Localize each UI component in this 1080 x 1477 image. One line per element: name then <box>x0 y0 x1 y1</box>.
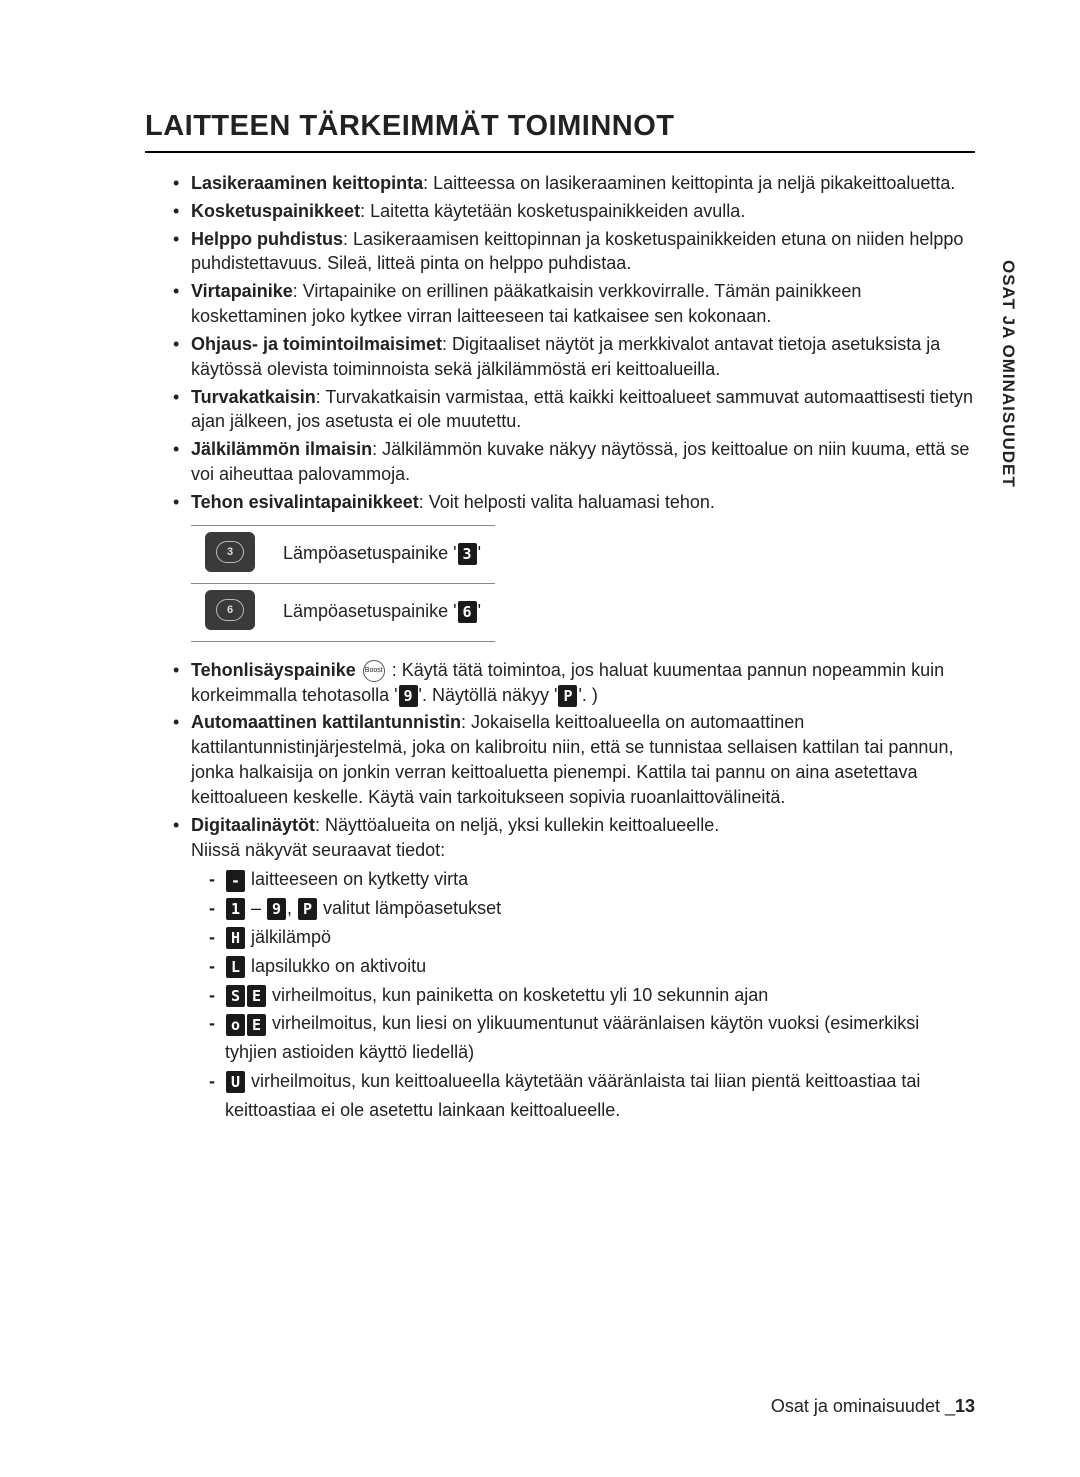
feature-list-2: Tehonlisäyspainike Boost : Käytä tätä to… <box>145 658 975 863</box>
heat-button-icon: 6 <box>205 590 255 630</box>
feature-item: Helppo puhdistus: Lasikeraamisen keittop… <box>173 227 975 277</box>
feature-item: Kosketuspainikkeet: Laitetta käytetään k… <box>173 199 975 224</box>
segment-display-icon: L <box>226 956 245 978</box>
feature-item: Lasikeraaminen keittopinta: Laitteessa o… <box>173 171 975 196</box>
segment-display-icon: 3 <box>458 543 477 565</box>
segment-display-icon: o <box>226 1014 245 1036</box>
feature-item: Digitaalinäytöt: Näyttöalueita on neljä,… <box>173 813 975 863</box>
segment-display-icon: - <box>226 870 245 892</box>
display-info-list: - laitteeseen on kytketty virta1 – 9, P … <box>145 865 975 1124</box>
segment-display-icon: S <box>226 985 245 1007</box>
segment-display-icon: U <box>226 1071 245 1093</box>
segment-display-icon: E <box>247 1014 266 1036</box>
footer-page-number: 13 <box>955 1396 975 1416</box>
display-info-item: H jälkilämpö <box>209 923 975 952</box>
display-info-item: U virheilmoitus, kun keittoalueella käyt… <box>209 1067 975 1125</box>
feature-item: Turvakatkaisin: Turvakatkaisin varmistaa… <box>173 385 975 435</box>
section-tab-vertical: OSAT JA OMINAISUUDET <box>998 260 1018 488</box>
display-info-item: L lapsilukko on aktivoitu <box>209 952 975 981</box>
table-row: 6Lämpöasetuspainike '6' <box>191 583 495 641</box>
display-info-item: 1 – 9, P valitut lämpöasetukset <box>209 894 975 923</box>
page-container: OSAT JA OMINAISUUDET LAITTEEN TÄRKEIMMÄT… <box>0 0 1080 1477</box>
segment-display-icon: 9 <box>399 685 418 707</box>
display-info-item: SE virheilmoitus, kun painiketta on kosk… <box>209 981 975 1010</box>
feature-item: Virtapainike: Virtapainike on erillinen … <box>173 279 975 329</box>
segment-display-icon: P <box>298 898 317 920</box>
page-footer: Osat ja ominaisuudet _13 <box>771 1396 975 1417</box>
footer-section: Osat ja ominaisuudet _ <box>771 1396 955 1416</box>
feature-item: Ohjaus- ja toimintoilmaisimet: Digitaali… <box>173 332 975 382</box>
heat-button-icon: 3 <box>205 532 255 572</box>
segment-display-icon: 1 <box>226 898 245 920</box>
segment-display-icon: P <box>558 685 577 707</box>
heat-button-table: 3Lämpöasetuspainike '3'6Lämpöasetuspaini… <box>191 525 495 642</box>
segment-display-icon: E <box>247 985 266 1007</box>
feature-item: Tehonlisäyspainike Boost : Käytä tätä to… <box>173 658 975 708</box>
segment-display-icon: 6 <box>458 601 477 623</box>
boost-icon: Boost <box>363 660 385 682</box>
feature-list: Lasikeraaminen keittopinta: Laitteessa o… <box>145 171 975 515</box>
display-info-item: - laitteeseen on kytketty virta <box>209 865 975 894</box>
display-info-item: oE virheilmoitus, kun liesi on ylikuumen… <box>209 1009 975 1067</box>
table-row: 3Lämpöasetuspainike '3' <box>191 525 495 583</box>
page-title: LAITTEEN TÄRKEIMMÄT TOIMINNOT <box>145 110 975 153</box>
segment-display-icon: 9 <box>267 898 286 920</box>
feature-item: Tehon esivalintapainikkeet: Voit helpost… <box>173 490 975 515</box>
segment-display-icon: H <box>226 927 245 949</box>
feature-item: Jälkilämmön ilmaisin: Jälkilämmön kuvake… <box>173 437 975 487</box>
feature-item: Automaattinen kattilantunnistin: Jokaise… <box>173 710 975 809</box>
